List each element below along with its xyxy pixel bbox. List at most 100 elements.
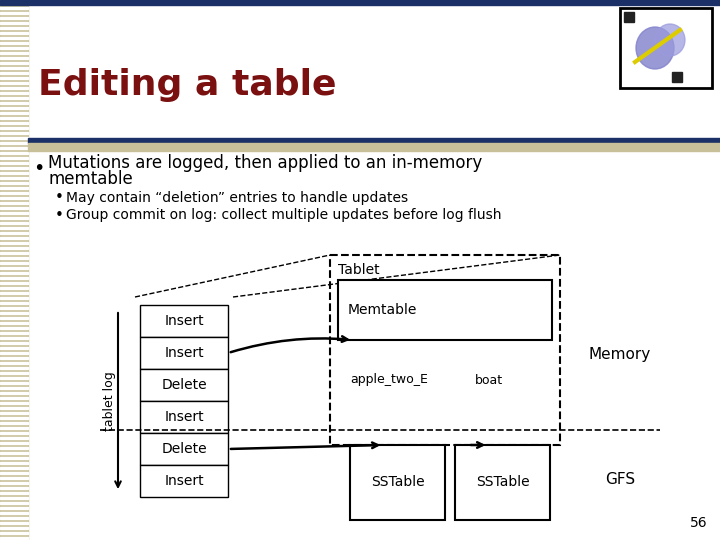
Bar	[0, 357, 28, 359]
Bar	[0, 0, 720, 5]
Bar	[0, 522, 28, 524]
Text: 56: 56	[690, 516, 708, 530]
Bar	[0, 212, 28, 214]
Text: Delete: Delete	[161, 442, 207, 456]
Bar	[0, 262, 28, 264]
Text: •: •	[33, 159, 45, 178]
Bar	[0, 342, 28, 344]
Bar	[0, 102, 28, 104]
Bar	[0, 297, 28, 299]
Text: Memtable: Memtable	[348, 303, 418, 317]
Bar	[0, 287, 28, 289]
Bar	[140, 465, 228, 497]
Bar	[0, 517, 28, 519]
Bar	[0, 2, 28, 4]
Bar	[0, 157, 28, 159]
Bar	[0, 72, 28, 74]
Bar	[0, 472, 28, 474]
Bar	[0, 167, 28, 169]
Bar	[0, 367, 28, 369]
Text: Insert: Insert	[164, 474, 204, 488]
Bar	[0, 77, 28, 79]
Text: SSTable: SSTable	[371, 476, 424, 489]
Bar	[0, 257, 28, 259]
Bar	[0, 47, 28, 49]
Bar	[0, 302, 28, 304]
Bar	[0, 432, 28, 434]
Bar	[0, 222, 28, 224]
Bar	[0, 397, 28, 399]
Bar	[0, 177, 28, 179]
Bar	[0, 7, 28, 9]
Bar	[0, 52, 28, 54]
Bar	[0, 437, 28, 439]
Bar	[0, 172, 28, 174]
Bar	[0, 17, 28, 19]
Bar	[0, 62, 28, 64]
Bar	[0, 537, 28, 539]
Bar	[0, 352, 28, 354]
Bar	[0, 362, 28, 364]
Bar	[0, 392, 28, 394]
Bar	[0, 0, 28, 540]
Bar	[0, 22, 28, 24]
Bar	[0, 192, 28, 194]
Bar	[0, 182, 28, 184]
Bar	[0, 187, 28, 189]
Text: GFS: GFS	[605, 472, 635, 488]
Bar	[0, 57, 28, 59]
Bar	[0, 327, 28, 329]
Text: Editing a table: Editing a table	[38, 68, 336, 102]
Bar	[0, 242, 28, 244]
Bar	[0, 452, 28, 454]
Bar	[140, 305, 228, 337]
Text: Memory: Memory	[589, 348, 651, 362]
Bar	[338, 280, 552, 340]
Text: •: •	[55, 191, 64, 206]
Bar	[0, 87, 28, 89]
Bar	[0, 502, 28, 504]
Bar	[0, 137, 28, 139]
Bar	[0, 487, 28, 489]
Text: Delete: Delete	[161, 378, 207, 392]
Bar	[0, 267, 28, 269]
Bar	[0, 27, 28, 29]
Bar	[0, 37, 28, 39]
Bar	[0, 312, 28, 314]
Text: Mutations are logged, then applied to an in-memory: Mutations are logged, then applied to an…	[48, 154, 482, 172]
Bar	[0, 532, 28, 534]
Text: SSTable: SSTable	[476, 476, 529, 489]
Bar	[0, 467, 28, 469]
Text: tablet log: tablet log	[104, 371, 117, 431]
Bar	[0, 527, 28, 529]
Text: May contain “deletion” entries to handle updates: May contain “deletion” entries to handle…	[66, 191, 408, 205]
Bar	[0, 202, 28, 204]
Bar	[0, 427, 28, 429]
Bar	[0, 42, 28, 44]
Bar	[350, 445, 445, 520]
Bar	[330, 255, 560, 445]
Bar	[0, 152, 28, 154]
Bar	[0, 232, 28, 234]
Bar	[0, 117, 28, 119]
Bar	[0, 97, 28, 99]
Bar	[620, 8, 712, 88]
Text: Insert: Insert	[164, 346, 204, 360]
Bar	[0, 207, 28, 209]
Bar	[0, 322, 28, 324]
Bar	[0, 477, 28, 479]
Bar	[0, 307, 28, 309]
Bar	[0, 387, 28, 389]
Bar	[140, 369, 228, 401]
Text: Tablet: Tablet	[338, 263, 379, 277]
Bar	[0, 497, 28, 499]
Bar	[28, 138, 720, 143]
Bar	[0, 462, 28, 464]
Bar	[0, 512, 28, 514]
Bar	[0, 112, 28, 114]
Bar	[0, 272, 28, 274]
Text: Insert: Insert	[164, 410, 204, 424]
Bar	[0, 227, 28, 229]
Text: memtable: memtable	[48, 170, 132, 188]
Ellipse shape	[636, 27, 674, 69]
